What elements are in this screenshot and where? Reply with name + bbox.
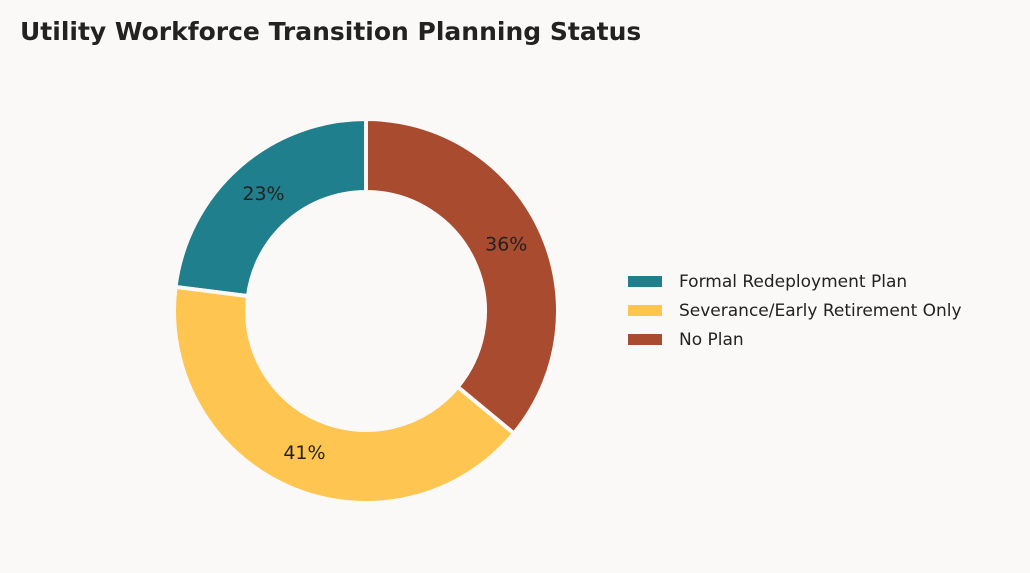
donut-slice: [364, 116, 560, 437]
legend-label: Formal Redeployment Plan: [679, 272, 907, 292]
chart-title: Utility Workforce Transition Planning St…: [20, 17, 641, 46]
legend-swatch: [628, 334, 662, 345]
value-label: 41%: [283, 442, 325, 464]
donut-slice: [172, 284, 517, 505]
legend-swatch: [628, 305, 662, 316]
legend-label: No Plan: [679, 330, 744, 350]
value-label: 23%: [242, 183, 284, 205]
donut-slice: [173, 116, 368, 299]
legend-swatch: [628, 276, 662, 287]
legend-label: Severance/Early Retirement Only: [679, 301, 962, 321]
value-label: 36%: [485, 234, 527, 256]
